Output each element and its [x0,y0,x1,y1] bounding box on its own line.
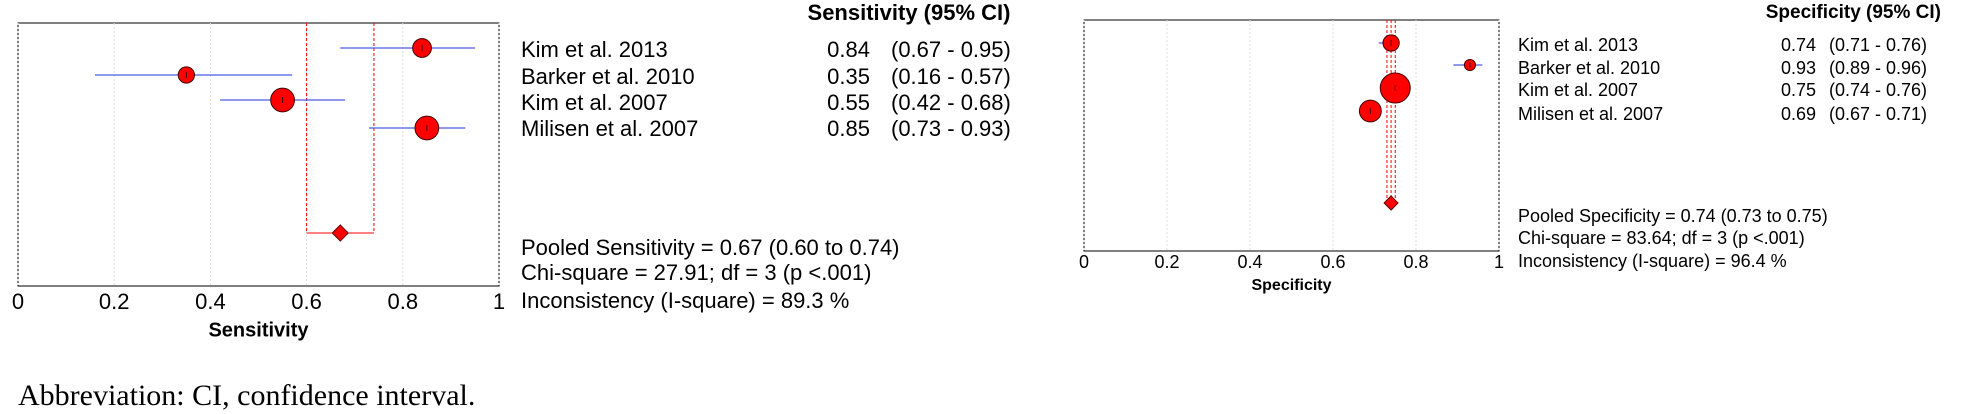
x-tick-label: 0.8 [1403,252,1428,272]
x-tick-label: 0.4 [195,289,226,314]
pooled-diamond [331,224,349,242]
ci-label: (0.74 - 0.76) [1829,80,1927,100]
summary-stat: Pooled Specificity = 0.74 (0.73 to 0.75) [1518,206,1828,226]
footnote: Abbreviation: CI, confidence interval. [18,379,475,412]
summary-stat: Chi-square = 83.64; df = 3 (p <.001) [1518,228,1805,248]
summary-stat: Inconsistency (I-square) = 96.4 % [1518,251,1787,271]
x-tick-label: 0 [12,289,24,314]
summary-stat: Chi-square = 27.91; df = 3 (p <.001) [521,260,871,285]
ci-label: (0.71 - 0.76) [1829,35,1927,55]
x-axis-label: Sensitivity [208,319,309,341]
estimate-label: 0.55 [827,90,870,115]
estimate-label: 0.75 [1781,80,1816,100]
study-name: Milisen et al. 2007 [1518,104,1663,124]
plot-frame [17,22,500,287]
study-name: Kim et al. 2013 [1518,35,1638,55]
x-tick-label: 0.4 [1237,252,1262,272]
estimate-label: 0.69 [1781,104,1816,124]
study-name: Barker et al. 2010 [521,64,695,89]
x-tick-label: 0.2 [99,289,130,314]
study-name: Barker et al. 2010 [1518,58,1660,78]
ci-label: (0.42 - 0.68) [891,90,1011,115]
study-name: Milisen et al. 2007 [521,116,698,141]
ci-label: (0.89 - 0.96) [1829,58,1927,78]
ci-label: (0.67 - 0.71) [1829,104,1927,124]
x-tick-label: 1 [1494,252,1504,272]
summary-stat: Pooled Sensitivity = 0.67 (0.60 to 0.74) [521,235,900,260]
x-tick-label: 1 [493,289,505,314]
summary-stat: Inconsistency (I-square) = 89.3 % [521,288,849,313]
study-name: Kim et al. 2007 [521,90,668,115]
ci-label: (0.73 - 0.93) [891,116,1011,141]
x-tick-label: 0.6 [1320,252,1345,272]
x-tick-label: 0.2 [1154,252,1179,272]
pooled-diamond [1383,195,1399,211]
x-axis-label: Specificity [1251,277,1331,294]
x-tick-label: 0.6 [291,289,322,314]
estimate-label: 0.74 [1781,35,1816,55]
x-tick-label: 0.8 [388,289,419,314]
estimate-label: 0.35 [827,64,870,89]
study-name: Kim et al. 2007 [1518,80,1638,100]
estimate-label: 0.85 [827,116,870,141]
estimate-label: 0.84 [827,37,870,62]
plot-frame [1083,19,1500,252]
column-header: Sensitivity (95% CI) [808,0,1011,25]
x-tick-label: 0 [1079,252,1089,272]
estimate-label: 0.93 [1781,58,1816,78]
column-header: Specificity (95% CI) [1766,2,1941,23]
study-name: Kim et al. 2013 [521,37,668,62]
ci-label: (0.67 - 0.95) [891,37,1011,62]
ci-label: (0.16 - 0.57) [891,64,1011,89]
